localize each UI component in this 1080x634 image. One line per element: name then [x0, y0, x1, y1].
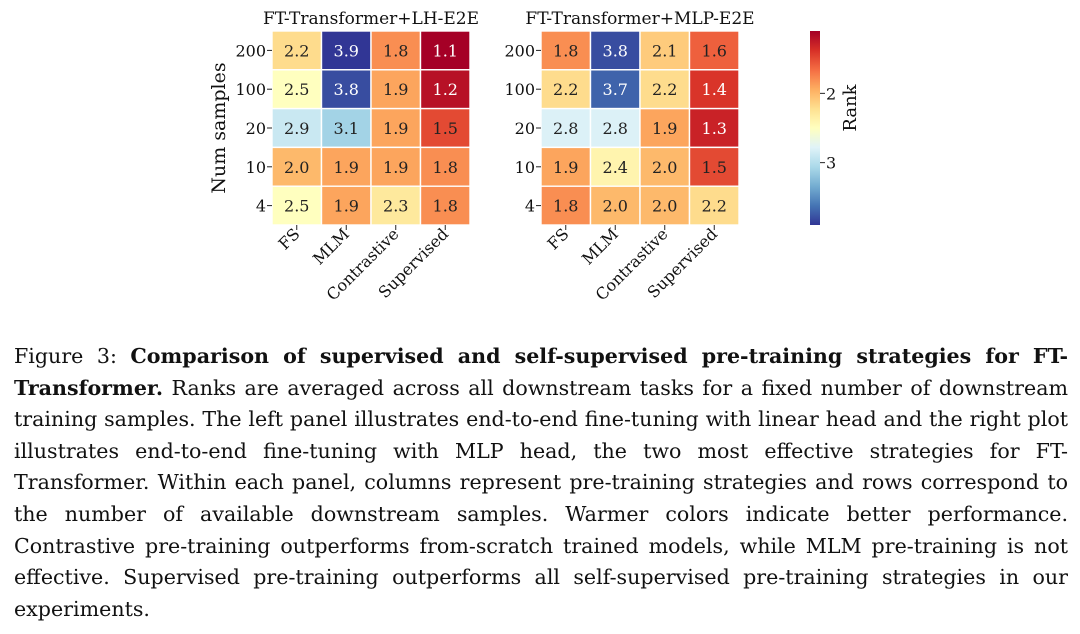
cell-value-label: 1.9 [334, 197, 359, 216]
y-tick-label: 100 [504, 80, 535, 99]
panel-title: FT-Transformer+MLP-E2E [525, 9, 754, 29]
heatmap-cell [688, 107, 740, 149]
heatmap-cell [320, 146, 372, 187]
cell-value-label: 1.9 [383, 80, 408, 99]
y-tick-label: 20 [515, 119, 535, 138]
y-tick-label: 200 [504, 41, 535, 60]
cell-value-label: 1.5 [702, 158, 727, 177]
caption-bold-title: Comparison of supervised and self-superv… [14, 344, 1069, 400]
left-heatmap-panel: FT-Transformer+LH-E2E 2.2 3.9 1.8 1.1 2.5 3.8 1… [208, 9, 479, 304]
cell-value-label: 2.2 [652, 80, 677, 99]
cell-value-label: 3.7 [603, 80, 628, 99]
cell-value-label: 1.8 [383, 41, 408, 60]
heatmap-figure: FT-Transformer+LH-E2E 2.2 3.9 1.8 1.1 2.5 3.8 1… [208, 9, 861, 304]
y-axis-label: Num samples [208, 62, 230, 193]
cell-value-label: 2.9 [284, 119, 309, 138]
heatmap-cell [320, 107, 372, 149]
panel-title: FT-Transformer+LH-E2E [263, 9, 479, 29]
cell-value-label: 2.8 [553, 119, 578, 138]
right-heatmap-panel: FT-Transformer+MLP-E2E 1.8 3.8 2.1 1.6 2.2 3.7… [504, 9, 754, 304]
y-tick-label: 10 [246, 158, 266, 177]
cell-value-label: 1.8 [553, 41, 578, 60]
cell-value-label: 1.6 [702, 41, 727, 60]
heatmap-cell [688, 69, 740, 110]
cell-value-label: 2.2 [553, 80, 578, 99]
colorbar-tick-label: 2 [826, 84, 836, 103]
cell-value-label: 1.1 [433, 41, 458, 60]
cell-value-label: 1.8 [433, 197, 458, 216]
y-tick-label: 200 [235, 41, 266, 60]
cell-value-label: 2.0 [652, 158, 677, 177]
y-tick-label: 100 [235, 80, 266, 99]
cell-value-label: 2.5 [284, 80, 309, 99]
y-tick-label: 20 [246, 119, 266, 138]
heatmap-cell [320, 69, 372, 110]
x-tick-label: FS [544, 224, 573, 253]
cell-value-label: 2.4 [603, 158, 628, 177]
heatmap-cell [419, 30, 471, 71]
heatmap-cell [639, 69, 691, 110]
cell-value-label: 3.1 [334, 119, 359, 138]
cell-value-label: 1.3 [702, 119, 727, 138]
caption-text: Ranks are averaged across all downstream… [14, 375, 1068, 621]
cell-value-label: 2.0 [652, 197, 677, 216]
cell-value-label: 2.0 [603, 197, 628, 216]
x-tick-label: MLM [578, 224, 622, 268]
y-tick-label: 10 [515, 158, 535, 177]
heatmap-cell [540, 146, 592, 187]
heatmap-cell [419, 107, 471, 149]
caption-label: Figure 3: [14, 344, 117, 368]
cell-value-label: 3.8 [603, 41, 628, 60]
heatmap-cell [639, 146, 691, 187]
cell-value-label: 2.8 [603, 119, 628, 138]
cell-value-label: 1.9 [652, 119, 677, 138]
cell-value-label: 1.9 [383, 158, 408, 177]
cell-value-label: 2.0 [284, 158, 309, 177]
cell-value-label: 3.9 [334, 41, 359, 60]
heatmap-cell [370, 185, 422, 226]
x-tick-label: FS [275, 224, 304, 253]
cell-value-label: 1.9 [383, 119, 408, 138]
cell-value-label: 2.3 [383, 197, 408, 216]
figure-caption: Figure 3: Comparison of supervised and s… [14, 341, 1068, 625]
heatmap-cell [419, 146, 471, 187]
heatmap-cell [320, 30, 372, 71]
heatmap-cell [419, 69, 471, 110]
cell-value-label: 1.8 [553, 197, 578, 216]
y-tick-label: 4 [525, 197, 535, 216]
cell-value-label: 1.5 [433, 119, 458, 138]
heatmap-cell [688, 30, 740, 71]
cell-value-label: 2.1 [652, 41, 677, 60]
cell-value-label: 2.2 [284, 41, 309, 60]
heatmap-cell [419, 185, 471, 226]
cell-value-label: 2.5 [284, 197, 309, 216]
colorbar-gradient [810, 31, 820, 225]
heatmap-cell [688, 185, 740, 226]
cell-value-label: 1.9 [553, 158, 578, 177]
colorbar: 2 3 Rank [810, 31, 861, 225]
colorbar-label: Rank [840, 83, 861, 131]
heatmap-cell [639, 30, 691, 71]
cell-value-label: 1.8 [433, 158, 458, 177]
heatmap-cell [589, 185, 641, 226]
heatmap-cell [589, 107, 641, 149]
cell-value-label: 1.2 [433, 80, 458, 99]
cell-value-label: 3.8 [334, 80, 359, 99]
cell-value-label: 1.4 [702, 80, 727, 99]
cell-value-label: 2.2 [702, 197, 727, 216]
x-tick-label: MLM [309, 224, 353, 268]
colorbar-tick-label: 3 [826, 154, 836, 173]
y-tick-label: 4 [256, 197, 266, 216]
cell-value-label: 1.9 [334, 158, 359, 177]
heatmap-cell [540, 30, 592, 71]
